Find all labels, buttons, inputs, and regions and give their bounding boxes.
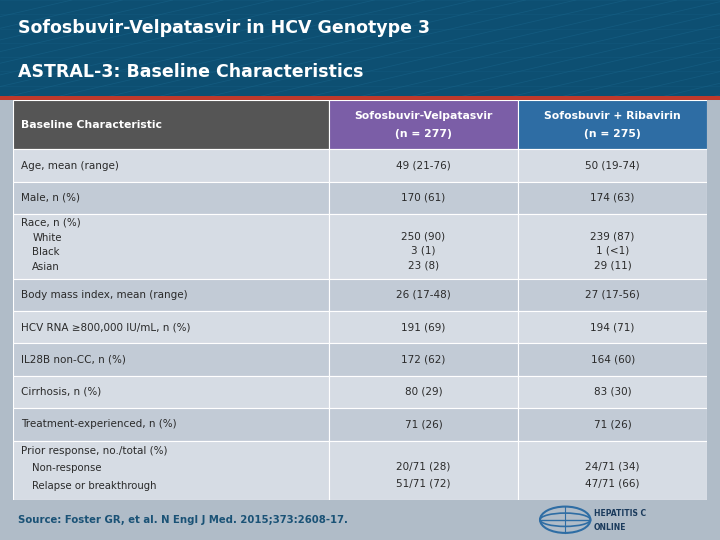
Text: Race, n (%): Race, n (%) — [22, 218, 81, 228]
Bar — [13, 214, 329, 279]
Text: 50 (19-74): 50 (19-74) — [585, 160, 640, 171]
Bar — [518, 100, 707, 150]
Text: HCV RNA ≥800,000 IU/mL, n (%): HCV RNA ≥800,000 IU/mL, n (%) — [22, 322, 191, 332]
Bar — [518, 150, 707, 182]
Text: 191 (69): 191 (69) — [401, 322, 446, 332]
Bar — [13, 376, 329, 408]
Text: 20/71 (28): 20/71 (28) — [396, 462, 451, 471]
Text: IL28B non-CC, n (%): IL28B non-CC, n (%) — [22, 355, 126, 365]
Bar — [13, 182, 329, 214]
Bar — [13, 343, 329, 376]
Text: 47/71 (66): 47/71 (66) — [585, 479, 640, 489]
Bar — [329, 343, 518, 376]
Bar — [13, 279, 329, 311]
Text: Black: Black — [32, 247, 60, 257]
Text: 27 (17-56): 27 (17-56) — [585, 290, 640, 300]
Text: Sofosbuvir-Velpatasvir in HCV Genotype 3: Sofosbuvir-Velpatasvir in HCV Genotype 3 — [18, 19, 430, 37]
Bar — [329, 408, 518, 441]
Bar — [518, 343, 707, 376]
Text: (n = 275): (n = 275) — [584, 129, 641, 139]
Text: 164 (60): 164 (60) — [590, 355, 635, 365]
Bar — [0, 96, 720, 100]
Bar — [329, 214, 518, 279]
Text: (n = 277): (n = 277) — [395, 129, 452, 139]
Text: Baseline Characteristic: Baseline Characteristic — [22, 120, 162, 130]
Text: 172 (62): 172 (62) — [401, 355, 446, 365]
Bar — [518, 408, 707, 441]
Bar — [329, 311, 518, 343]
Text: Sofosbuvir-Velpatasvir: Sofosbuvir-Velpatasvir — [354, 111, 492, 121]
Text: Asian: Asian — [32, 262, 60, 272]
Text: Body mass index, mean (range): Body mass index, mean (range) — [22, 290, 188, 300]
Bar — [13, 408, 329, 441]
Text: HEPATITIS C: HEPATITIS C — [594, 509, 646, 518]
Bar — [13, 441, 329, 500]
Text: Prior response, no./total (%): Prior response, no./total (%) — [22, 446, 168, 456]
Text: White: White — [32, 233, 62, 242]
Text: Cirrhosis, n (%): Cirrhosis, n (%) — [22, 387, 102, 397]
Bar — [329, 441, 518, 500]
Text: Age, mean (range): Age, mean (range) — [22, 160, 120, 171]
Bar — [13, 150, 329, 182]
Bar — [13, 311, 329, 343]
Text: 29 (11): 29 (11) — [594, 260, 631, 271]
Text: Relapse or breakthrough: Relapse or breakthrough — [32, 481, 157, 491]
Text: ONLINE: ONLINE — [594, 523, 626, 532]
Bar — [518, 214, 707, 279]
Text: Source: Foster GR, et al. N Engl J Med. 2015;373:2608-17.: Source: Foster GR, et al. N Engl J Med. … — [18, 515, 348, 525]
Text: 80 (29): 80 (29) — [405, 387, 442, 397]
Text: 1 (<1): 1 (<1) — [596, 246, 629, 256]
Bar — [329, 376, 518, 408]
Text: 239 (87): 239 (87) — [590, 231, 635, 241]
Bar — [329, 150, 518, 182]
Text: 51/71 (72): 51/71 (72) — [396, 479, 451, 489]
Text: 83 (30): 83 (30) — [594, 387, 631, 397]
Bar — [518, 279, 707, 311]
Bar — [518, 376, 707, 408]
Text: Treatment-experienced, n (%): Treatment-experienced, n (%) — [22, 420, 177, 429]
Text: Non-response: Non-response — [32, 463, 102, 473]
Bar — [329, 279, 518, 311]
Text: 250 (90): 250 (90) — [402, 231, 446, 241]
Text: 71 (26): 71 (26) — [594, 420, 631, 429]
Bar — [329, 100, 518, 150]
Text: 71 (26): 71 (26) — [405, 420, 442, 429]
Bar — [329, 182, 518, 214]
Text: 24/71 (34): 24/71 (34) — [585, 462, 640, 471]
Text: 49 (21-76): 49 (21-76) — [396, 160, 451, 171]
Text: 3 (1): 3 (1) — [411, 246, 436, 256]
Bar — [13, 100, 329, 150]
Text: 26 (17-48): 26 (17-48) — [396, 290, 451, 300]
Text: 174 (63): 174 (63) — [590, 193, 635, 203]
Text: ASTRAL-3: Baseline Characteristics: ASTRAL-3: Baseline Characteristics — [18, 63, 364, 81]
Text: Sofosbuvir + Ribavirin: Sofosbuvir + Ribavirin — [544, 111, 681, 121]
Text: Male, n (%): Male, n (%) — [22, 193, 81, 203]
Text: 170 (61): 170 (61) — [401, 193, 446, 203]
Text: 194 (71): 194 (71) — [590, 322, 635, 332]
Bar — [518, 441, 707, 500]
Text: 23 (8): 23 (8) — [408, 260, 439, 271]
Bar — [518, 182, 707, 214]
Bar — [518, 311, 707, 343]
